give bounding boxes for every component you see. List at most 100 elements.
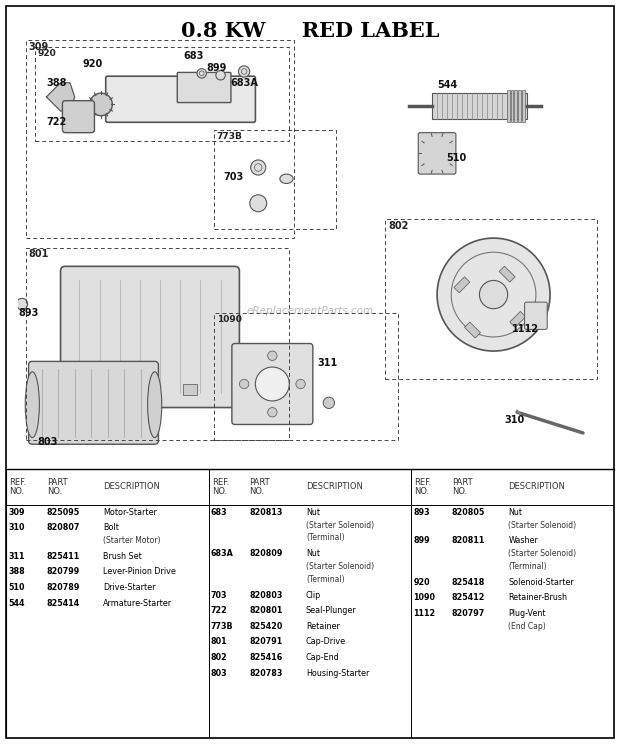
- Bar: [25, 248, 290, 440]
- Text: 899: 899: [206, 62, 227, 73]
- Text: 1112: 1112: [414, 609, 435, 618]
- Text: 309: 309: [8, 507, 25, 516]
- Bar: [25, 40, 294, 238]
- Circle shape: [239, 379, 249, 388]
- Text: 825418: 825418: [452, 577, 485, 586]
- Bar: [464, 322, 480, 338]
- Bar: [454, 277, 470, 293]
- Text: 803: 803: [211, 669, 228, 678]
- Text: 773B: 773B: [211, 622, 233, 631]
- Text: 722: 722: [46, 118, 67, 127]
- Ellipse shape: [280, 174, 293, 184]
- Text: 773B: 773B: [217, 132, 242, 141]
- Text: Retainer: Retainer: [306, 622, 340, 631]
- Bar: [510, 90, 513, 122]
- Text: 1112: 1112: [512, 324, 539, 334]
- Circle shape: [90, 93, 112, 116]
- Text: Motor-Starter: Motor-Starter: [104, 507, 157, 516]
- Text: (End Cap): (End Cap): [508, 622, 546, 631]
- Bar: [507, 90, 510, 122]
- Text: 920: 920: [82, 59, 102, 69]
- Bar: [94, 384, 108, 395]
- Text: 820809: 820809: [249, 549, 283, 558]
- Text: 820807: 820807: [46, 523, 80, 532]
- Text: 820783: 820783: [249, 669, 283, 678]
- Text: 703: 703: [223, 172, 244, 182]
- Bar: [35, 47, 290, 141]
- Text: 820805: 820805: [452, 507, 485, 516]
- Bar: [510, 312, 526, 327]
- Text: 820803: 820803: [249, 591, 283, 600]
- Bar: [432, 93, 526, 120]
- Text: 683A: 683A: [230, 78, 258, 88]
- Text: 311: 311: [317, 359, 338, 368]
- Circle shape: [296, 379, 305, 388]
- Text: (Starter Motor): (Starter Motor): [104, 536, 161, 545]
- Text: 311: 311: [8, 552, 25, 561]
- Text: Nut: Nut: [306, 549, 320, 558]
- Text: Nut: Nut: [508, 507, 523, 516]
- Circle shape: [239, 65, 250, 77]
- Text: 820791: 820791: [249, 638, 283, 647]
- Circle shape: [250, 195, 267, 212]
- Text: Brush Set: Brush Set: [104, 552, 142, 561]
- Text: REF.
NO.: REF. NO.: [414, 478, 432, 496]
- Text: 544: 544: [8, 599, 25, 608]
- Text: Armature-Starter: Armature-Starter: [104, 599, 172, 608]
- Text: 820813: 820813: [249, 507, 283, 516]
- Text: (Starter Solenoid): (Starter Solenoid): [306, 521, 374, 530]
- Text: Clip: Clip: [306, 591, 321, 600]
- Text: Cap-End: Cap-End: [306, 653, 340, 662]
- Circle shape: [479, 280, 508, 309]
- Text: PART
NO.: PART NO.: [249, 478, 270, 496]
- Text: 893: 893: [414, 507, 430, 516]
- Text: 388: 388: [8, 568, 25, 577]
- Text: 825412: 825412: [452, 593, 485, 602]
- Circle shape: [250, 160, 266, 175]
- Text: 920: 920: [38, 49, 56, 58]
- Circle shape: [268, 351, 277, 360]
- Text: 801: 801: [211, 638, 228, 647]
- Text: 825411: 825411: [46, 552, 80, 561]
- Text: 803: 803: [37, 437, 58, 447]
- Bar: [214, 313, 397, 440]
- Text: 683: 683: [183, 51, 203, 62]
- Text: 802: 802: [388, 221, 409, 231]
- Text: DESCRIPTION: DESCRIPTION: [104, 482, 161, 491]
- Text: 0.8 KW     RED LABEL: 0.8 KW RED LABEL: [181, 21, 439, 41]
- Text: Housing-Starter: Housing-Starter: [306, 669, 370, 678]
- Text: 1090: 1090: [217, 315, 242, 324]
- Text: 893: 893: [18, 309, 38, 318]
- Text: 310: 310: [504, 414, 524, 425]
- Text: REF.
NO.: REF. NO.: [9, 478, 27, 496]
- Text: 825416: 825416: [249, 653, 283, 662]
- Bar: [499, 266, 515, 282]
- Bar: [183, 384, 197, 395]
- Ellipse shape: [148, 372, 162, 437]
- Bar: [514, 90, 517, 122]
- Text: 510: 510: [446, 153, 467, 163]
- Text: Retainer-Brush: Retainer-Brush: [508, 593, 567, 602]
- Circle shape: [268, 408, 277, 417]
- Bar: [214, 130, 337, 228]
- Text: PART
NO.: PART NO.: [452, 478, 472, 496]
- Text: 820789: 820789: [46, 583, 80, 592]
- Text: 310: 310: [8, 523, 25, 532]
- Text: 801: 801: [29, 249, 49, 260]
- Text: 820797: 820797: [452, 609, 485, 618]
- Text: 703: 703: [211, 591, 228, 600]
- Text: 899: 899: [414, 536, 430, 545]
- Bar: [385, 219, 597, 379]
- FancyBboxPatch shape: [61, 266, 239, 408]
- Text: (Terminal): (Terminal): [508, 562, 547, 571]
- FancyBboxPatch shape: [525, 302, 547, 330]
- Text: 683A: 683A: [211, 549, 234, 558]
- Text: Lever-Pinion Drive: Lever-Pinion Drive: [104, 568, 176, 577]
- FancyBboxPatch shape: [29, 362, 159, 444]
- Text: 510: 510: [8, 583, 25, 592]
- Circle shape: [16, 298, 28, 310]
- Text: 825095: 825095: [46, 507, 80, 516]
- Circle shape: [255, 367, 290, 401]
- Text: 820799: 820799: [46, 568, 80, 577]
- Text: 544: 544: [437, 80, 458, 90]
